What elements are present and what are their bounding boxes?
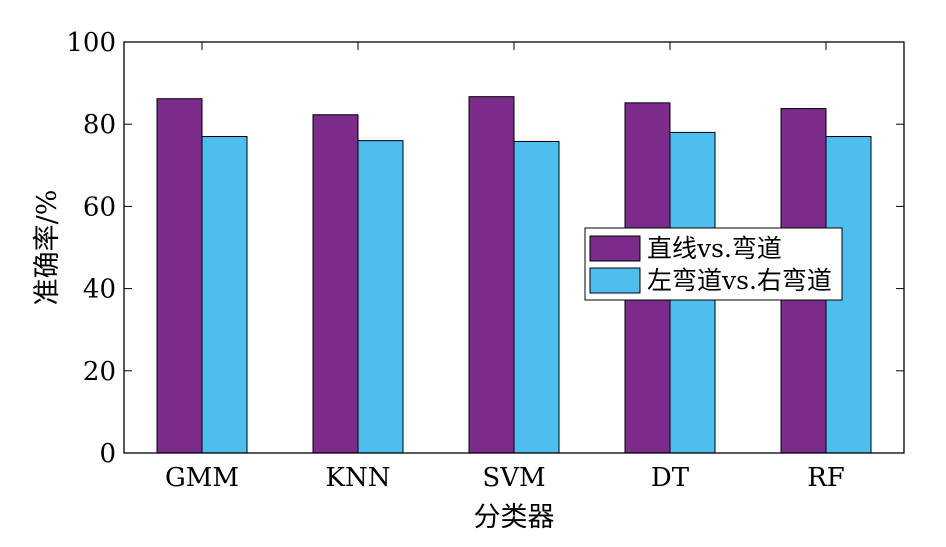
x-tick-label-knn: KNN — [326, 463, 391, 493]
bar-svm-series-2 — [513, 140, 560, 454]
bar-gmm-series-1 — [156, 98, 203, 454]
y-tick-label: 60 — [83, 192, 116, 222]
x-tick-label-rf: RF — [807, 463, 845, 493]
y-tick-label: 40 — [83, 275, 116, 305]
y-tick-label: 100 — [66, 28, 116, 58]
bar-svm-series-1 — [468, 96, 515, 454]
x-tick-label-dt: DT — [651, 463, 690, 493]
y-tick-label: 20 — [83, 357, 116, 387]
bars-layer — [156, 96, 872, 454]
x-axis-title: 分类器 — [474, 502, 555, 533]
y-axis-title: 准确率/% — [32, 190, 63, 306]
y-tick-label: 0 — [99, 439, 116, 469]
legend-swatch-series-1 — [589, 235, 641, 262]
legend-label-series-1: 直线vs.弯道 — [647, 234, 782, 263]
bar-gmm-series-2 — [201, 136, 248, 454]
bar-knn-series-2 — [357, 140, 404, 454]
x-tick-label-svm: SVM — [482, 463, 545, 493]
legend-label-series-2: 左弯道vs.右弯道 — [647, 266, 832, 295]
y-tick-label: 80 — [83, 110, 116, 140]
bar-knn-series-1 — [312, 114, 359, 454]
ticks-layer: 0 20 40 60 80 100 GMM KNN SVM DT RF — [66, 28, 904, 493]
legend-swatch-series-2 — [589, 267, 641, 294]
x-tick-label-gmm: GMM — [165, 463, 239, 493]
